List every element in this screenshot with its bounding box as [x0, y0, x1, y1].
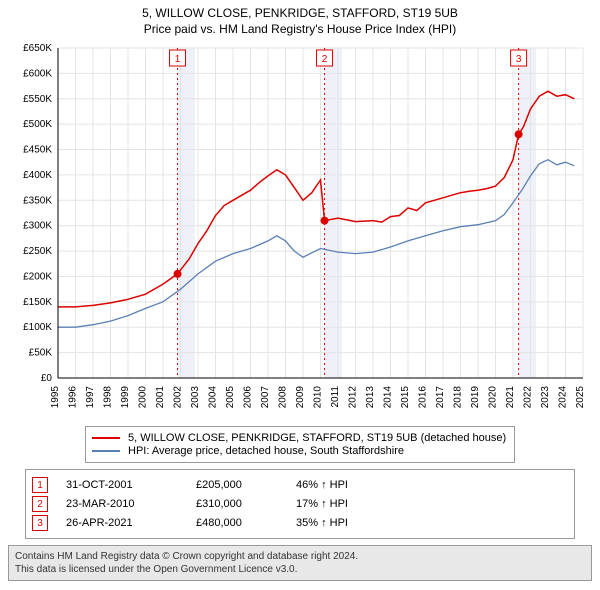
event-row: 1 31-OCT-2001 £205,000 46% ↑ HPI: [32, 477, 568, 493]
svg-text:1995: 1995: [50, 386, 61, 409]
svg-text:2015: 2015: [400, 386, 411, 409]
svg-text:£50K: £50K: [29, 348, 53, 359]
svg-text:2017: 2017: [435, 386, 446, 409]
svg-text:1998: 1998: [103, 386, 114, 409]
svg-text:2016: 2016: [418, 386, 429, 409]
svg-text:1999: 1999: [120, 386, 131, 409]
legend-swatch-series2: [92, 450, 120, 452]
footer-line: Contains HM Land Registry data © Crown c…: [15, 550, 585, 563]
svg-text:2007: 2007: [260, 386, 271, 409]
price-chart: £0 £50K £100K £150K £200K £250K £300K £350K £400…: [8, 40, 592, 420]
svg-text:2019: 2019: [470, 386, 481, 409]
svg-text:£200K: £200K: [23, 271, 52, 282]
svg-text:£600K: £600K: [23, 68, 52, 79]
svg-text:2021: 2021: [505, 386, 516, 409]
event-pct: 35% ↑ HPI: [296, 517, 348, 529]
svg-text:2: 2: [322, 54, 328, 65]
event-date: 26-APR-2021: [66, 517, 196, 529]
legend-swatch-series1: [92, 437, 120, 439]
svg-text:2012: 2012: [348, 386, 359, 409]
svg-text:1997: 1997: [85, 386, 96, 409]
event-marker-3: 3: [32, 515, 48, 531]
chart-title-address: 5, WILLOW CLOSE, PENKRIDGE, STAFFORD, ST…: [8, 6, 592, 20]
event-marker-2: 2: [32, 496, 48, 512]
svg-text:2005: 2005: [225, 386, 236, 409]
svg-text:2025: 2025: [575, 386, 586, 409]
events-table: 1 31-OCT-2001 £205,000 46% ↑ HPI 2 23-MA…: [25, 469, 575, 539]
svg-text:1996: 1996: [68, 386, 79, 409]
svg-text:2008: 2008: [278, 386, 289, 409]
event-pct: 46% ↑ HPI: [296, 479, 348, 491]
svg-text:2003: 2003: [190, 386, 201, 409]
legend-label: 5, WILLOW CLOSE, PENKRIDGE, STAFFORD, ST…: [128, 432, 506, 444]
svg-text:2013: 2013: [365, 386, 376, 409]
svg-text:2009: 2009: [295, 386, 306, 409]
svg-text:£400K: £400K: [23, 170, 52, 181]
chart-title-subtitle: Price paid vs. HM Land Registry's House …: [8, 22, 592, 36]
svg-text:3: 3: [516, 54, 522, 65]
event-marker-1: 1: [32, 477, 48, 493]
svg-text:£0: £0: [41, 373, 53, 384]
svg-text:1: 1: [175, 54, 181, 65]
svg-text:2022: 2022: [523, 386, 534, 409]
event-row: 3 26-APR-2021 £480,000 35% ↑ HPI: [32, 515, 568, 531]
svg-text:2006: 2006: [243, 386, 254, 409]
svg-text:£100K: £100K: [23, 322, 52, 333]
legend-item: 5, WILLOW CLOSE, PENKRIDGE, STAFFORD, ST…: [92, 432, 508, 444]
legend: 5, WILLOW CLOSE, PENKRIDGE, STAFFORD, ST…: [85, 426, 515, 463]
svg-text:2002: 2002: [173, 386, 184, 409]
svg-text:2010: 2010: [313, 386, 324, 409]
svg-text:2023: 2023: [540, 386, 551, 409]
event-price: £480,000: [196, 517, 296, 529]
attribution-footer: Contains HM Land Registry data © Crown c…: [8, 545, 592, 581]
svg-text:2024: 2024: [558, 386, 569, 409]
svg-text:2000: 2000: [138, 386, 149, 409]
legend-item: HPI: Average price, detached house, Sout…: [92, 445, 508, 457]
event-price: £205,000: [196, 479, 296, 491]
svg-text:2011: 2011: [330, 386, 341, 408]
event-date: 23-MAR-2010: [66, 498, 196, 510]
svg-text:£300K: £300K: [23, 221, 52, 232]
legend-label: HPI: Average price, detached house, Sout…: [128, 445, 404, 457]
event-price: £310,000: [196, 498, 296, 510]
svg-text:£150K: £150K: [23, 297, 52, 308]
svg-text:2018: 2018: [453, 386, 464, 409]
svg-text:2001: 2001: [155, 386, 166, 409]
svg-text:2020: 2020: [488, 386, 499, 409]
svg-text:£350K: £350K: [23, 195, 52, 206]
svg-text:2004: 2004: [208, 386, 219, 409]
svg-text:2014: 2014: [383, 386, 394, 409]
svg-text:£250K: £250K: [23, 246, 52, 257]
event-pct: 17% ↑ HPI: [296, 498, 348, 510]
footer-line: This data is licensed under the Open Gov…: [15, 563, 585, 576]
svg-text:£450K: £450K: [23, 145, 52, 156]
event-row: 2 23-MAR-2010 £310,000 17% ↑ HPI: [32, 496, 568, 512]
svg-text:£650K: £650K: [23, 43, 52, 54]
event-date: 31-OCT-2001: [66, 479, 196, 491]
svg-text:£500K: £500K: [23, 119, 52, 130]
svg-text:£550K: £550K: [23, 94, 52, 105]
